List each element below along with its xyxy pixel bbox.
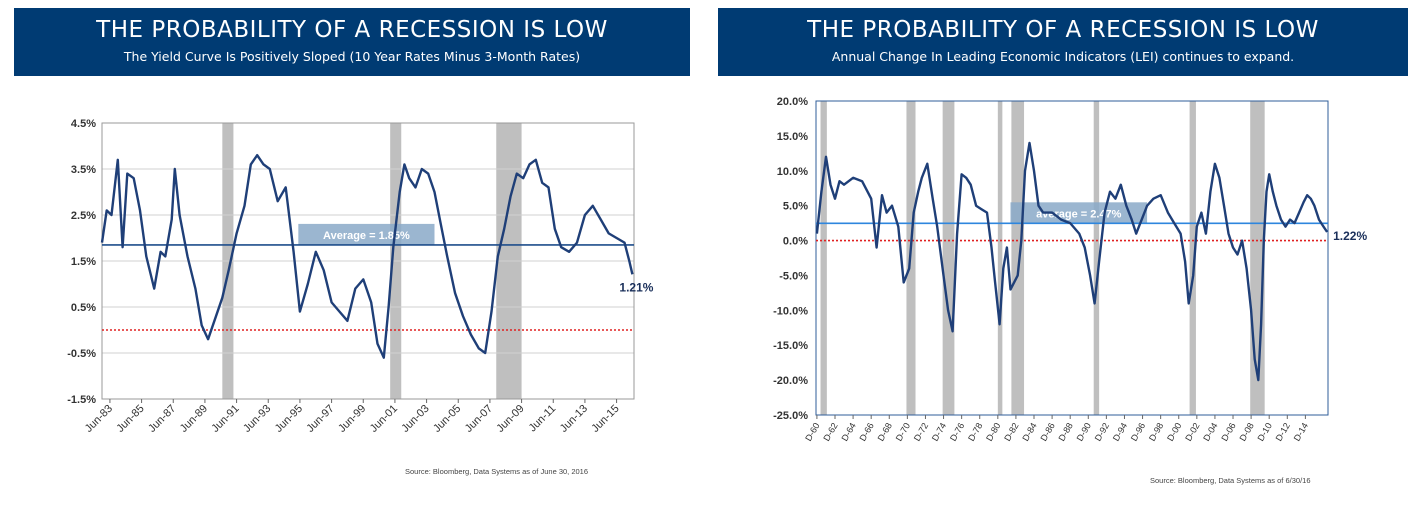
- right-x-tick-label: D-10: [1256, 421, 1274, 443]
- left-y-tick-label: 3.5%: [71, 164, 96, 176]
- left-x-tick-label: Jun-87: [146, 403, 178, 435]
- right-x-tick-label: D-74: [930, 421, 948, 443]
- right-x-tick-label: D-96: [1129, 421, 1147, 443]
- right-recession-bar: [997, 101, 1003, 415]
- right-x-tick-label: D-92: [1093, 421, 1111, 443]
- right-x-tick-label: D-82: [1002, 421, 1020, 443]
- right-last-value-label: 1.22%: [1333, 229, 1367, 243]
- left-x-tick-label: Jun-09: [494, 403, 526, 435]
- left-x-tick-label: Jun-85: [114, 403, 146, 435]
- right-recession-bar: [1093, 101, 1100, 415]
- right-y-tick-label: -25.0%: [773, 410, 808, 422]
- left-x-tick-label: Jun-05: [431, 403, 463, 435]
- left-x-tick-label: Jun-99: [336, 403, 368, 435]
- right-average-label-box: [1010, 202, 1148, 224]
- left-x-tick-label: Jun-11: [527, 403, 559, 435]
- right-x-tick-label: D-84: [1020, 421, 1038, 443]
- right-x-tick-label: D-14: [1292, 421, 1310, 443]
- right-x-tick-label: D-08: [1237, 421, 1255, 443]
- right-x-tick-label: D-72: [912, 421, 930, 443]
- left-plot-frame: [101, 122, 635, 400]
- right-x-tick-label: D-00: [1165, 421, 1183, 443]
- left-x-tick-label: Jun-15: [589, 403, 621, 435]
- right-average-label: average = 2.47%: [1036, 208, 1122, 220]
- left-chart-subtitle: The Yield Curve Is Positively Sloped (10…: [123, 49, 581, 64]
- right-x-tick-label: D-12: [1274, 421, 1292, 443]
- left-average-label: Average = 1.85%: [323, 230, 410, 242]
- right-chart-title: THE PROBABILITY OF A RECESSION IS LOW: [807, 17, 1319, 43]
- right-y-tick-label: 5.0%: [783, 201, 808, 213]
- right-recession-bar: [942, 101, 955, 415]
- left-series-line: [100, 154, 634, 359]
- left-x-tick-label: Jun-07: [463, 403, 495, 435]
- left-y-tick-label: 1.5%: [71, 256, 96, 268]
- right-x-tick-label: D-88: [1057, 421, 1075, 443]
- right-plot-frame: [815, 100, 1329, 416]
- right-y-tick-label: -5.0%: [779, 270, 808, 282]
- left-x-tick-label: Jun-03: [399, 403, 431, 435]
- right-recession-bar: [1011, 101, 1025, 415]
- right-recession-bar: [820, 101, 827, 415]
- right-x-tick-label: D-98: [1147, 421, 1165, 443]
- right-x-tick-label: D-66: [857, 421, 875, 443]
- right-y-tick-label: 0.0%: [783, 236, 808, 248]
- right-x-tick-label: D-68: [876, 421, 894, 443]
- right-x-tick-label: D-64: [839, 421, 857, 443]
- left-x-tick-label: Jun-13: [558, 403, 590, 435]
- left-y-tick-label: -0.5%: [67, 348, 96, 360]
- right-x-tick-label: D-78: [966, 421, 984, 443]
- right-x-tick-label: D-86: [1038, 421, 1056, 443]
- left-y-tick-label: -1.5%: [67, 394, 96, 406]
- right-y-tick-label: 20.0%: [777, 96, 808, 108]
- right-x-tick-label: D-90: [1075, 421, 1093, 443]
- right-chart-header: THE PROBABILITY OF A RECESSION IS LOW An…: [718, 8, 1408, 76]
- left-x-tick-label: Jun-83: [83, 403, 115, 435]
- left-last-value-label: 1.21%: [619, 280, 653, 294]
- right-x-tick-label: D-02: [1183, 421, 1201, 443]
- right-x-tick-label: D-04: [1201, 421, 1219, 443]
- left-y-tick-label: 4.5%: [71, 118, 96, 130]
- left-y-tick-label: 0.5%: [71, 302, 96, 314]
- left-average-label-box: [298, 223, 435, 245]
- right-chart-subtitle: Annual Change In Leading Economic Indica…: [831, 49, 1295, 64]
- right-x-tick-label: D-76: [948, 421, 966, 443]
- right-series-line: [815, 141, 1329, 382]
- right-x-tick-label: D-62: [821, 421, 839, 443]
- left-x-tick-label: Jun-93: [241, 403, 273, 435]
- left-chart-source: Source: Bloomberg, Data Systems as of Ju…: [405, 467, 589, 476]
- right-x-tick-label: D-60: [803, 421, 821, 443]
- left-x-tick-label: Jun-95: [273, 403, 305, 435]
- right-x-tick-label: D-70: [894, 421, 912, 443]
- left-chart-header: THE PROBABILITY OF A RECESSION IS LOW Th…: [14, 8, 690, 76]
- right-chart-source: Source: Bloomberg, Data Systems as of 6/…: [1150, 476, 1311, 485]
- left-x-tick-label: Jun-01: [368, 403, 400, 435]
- right-y-tick-label: 10.0%: [777, 166, 808, 178]
- right-recession-bar: [1189, 101, 1196, 415]
- left-x-tick-label: Jun-97: [304, 403, 336, 435]
- right-y-tick-label: -10.0%: [773, 305, 808, 317]
- left-x-tick-label: Jun-91: [209, 403, 241, 435]
- right-x-tick-label: D-94: [1111, 421, 1129, 443]
- right-x-tick-label: D-06: [1219, 421, 1237, 443]
- left-y-tick-label: 2.5%: [71, 210, 96, 222]
- right-y-tick-label: -20.0%: [773, 375, 808, 387]
- left-x-tick-label: Jun-89: [178, 403, 210, 435]
- right-y-tick-label: -15.0%: [773, 340, 808, 352]
- right-x-tick-label: D-80: [984, 421, 1002, 443]
- left-chart-title: THE PROBABILITY OF A RECESSION IS LOW: [96, 17, 608, 43]
- right-y-tick-label: 15.0%: [777, 131, 808, 143]
